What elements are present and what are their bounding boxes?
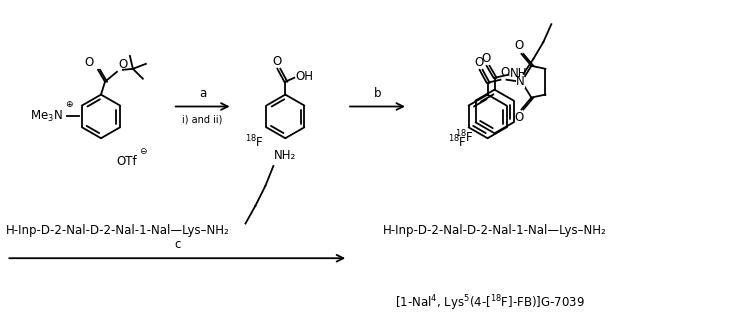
Text: ⊕: ⊕	[65, 101, 72, 110]
Text: OH: OH	[295, 70, 313, 83]
Text: O: O	[515, 112, 524, 124]
Text: NH₂: NH₂	[275, 149, 297, 162]
Text: $^{18}$F: $^{18}$F	[245, 133, 264, 150]
Text: i) and ii): i) and ii)	[183, 115, 223, 124]
Text: c: c	[174, 238, 181, 251]
Text: OTf: OTf	[116, 155, 137, 167]
Text: NH: NH	[510, 67, 527, 80]
Text: O: O	[85, 56, 94, 69]
Text: O: O	[501, 66, 510, 79]
Text: $^{18}$F: $^{18}$F	[455, 128, 474, 145]
Text: H-Inp-D-2-Nal-D-2-Nal-1-Nal—Lys–NH₂: H-Inp-D-2-Nal-D-2-Nal-1-Nal—Lys–NH₂	[383, 224, 606, 237]
Text: ⊖: ⊖	[139, 147, 146, 156]
Text: O: O	[118, 58, 128, 71]
Text: O: O	[273, 55, 282, 68]
Text: b: b	[374, 87, 381, 100]
Text: O: O	[481, 52, 490, 65]
Text: a: a	[199, 87, 206, 100]
Text: [1-Nal$^4$, Lys$^5$(4-[$^{18}$F]-FB)]G-7039: [1-Nal$^4$, Lys$^5$(4-[$^{18}$F]-FB)]G-7…	[395, 293, 584, 313]
Text: H-Inp-D-2-Nal-D-2-Nal-1-Nal—Lys–NH₂: H-Inp-D-2-Nal-D-2-Nal-1-Nal—Lys–NH₂	[7, 224, 230, 237]
Text: $^{18}$F: $^{18}$F	[448, 133, 467, 150]
Text: O: O	[515, 39, 524, 52]
Text: Me$_3$N: Me$_3$N	[31, 109, 63, 124]
Text: O: O	[474, 56, 483, 69]
Text: N: N	[516, 75, 525, 88]
